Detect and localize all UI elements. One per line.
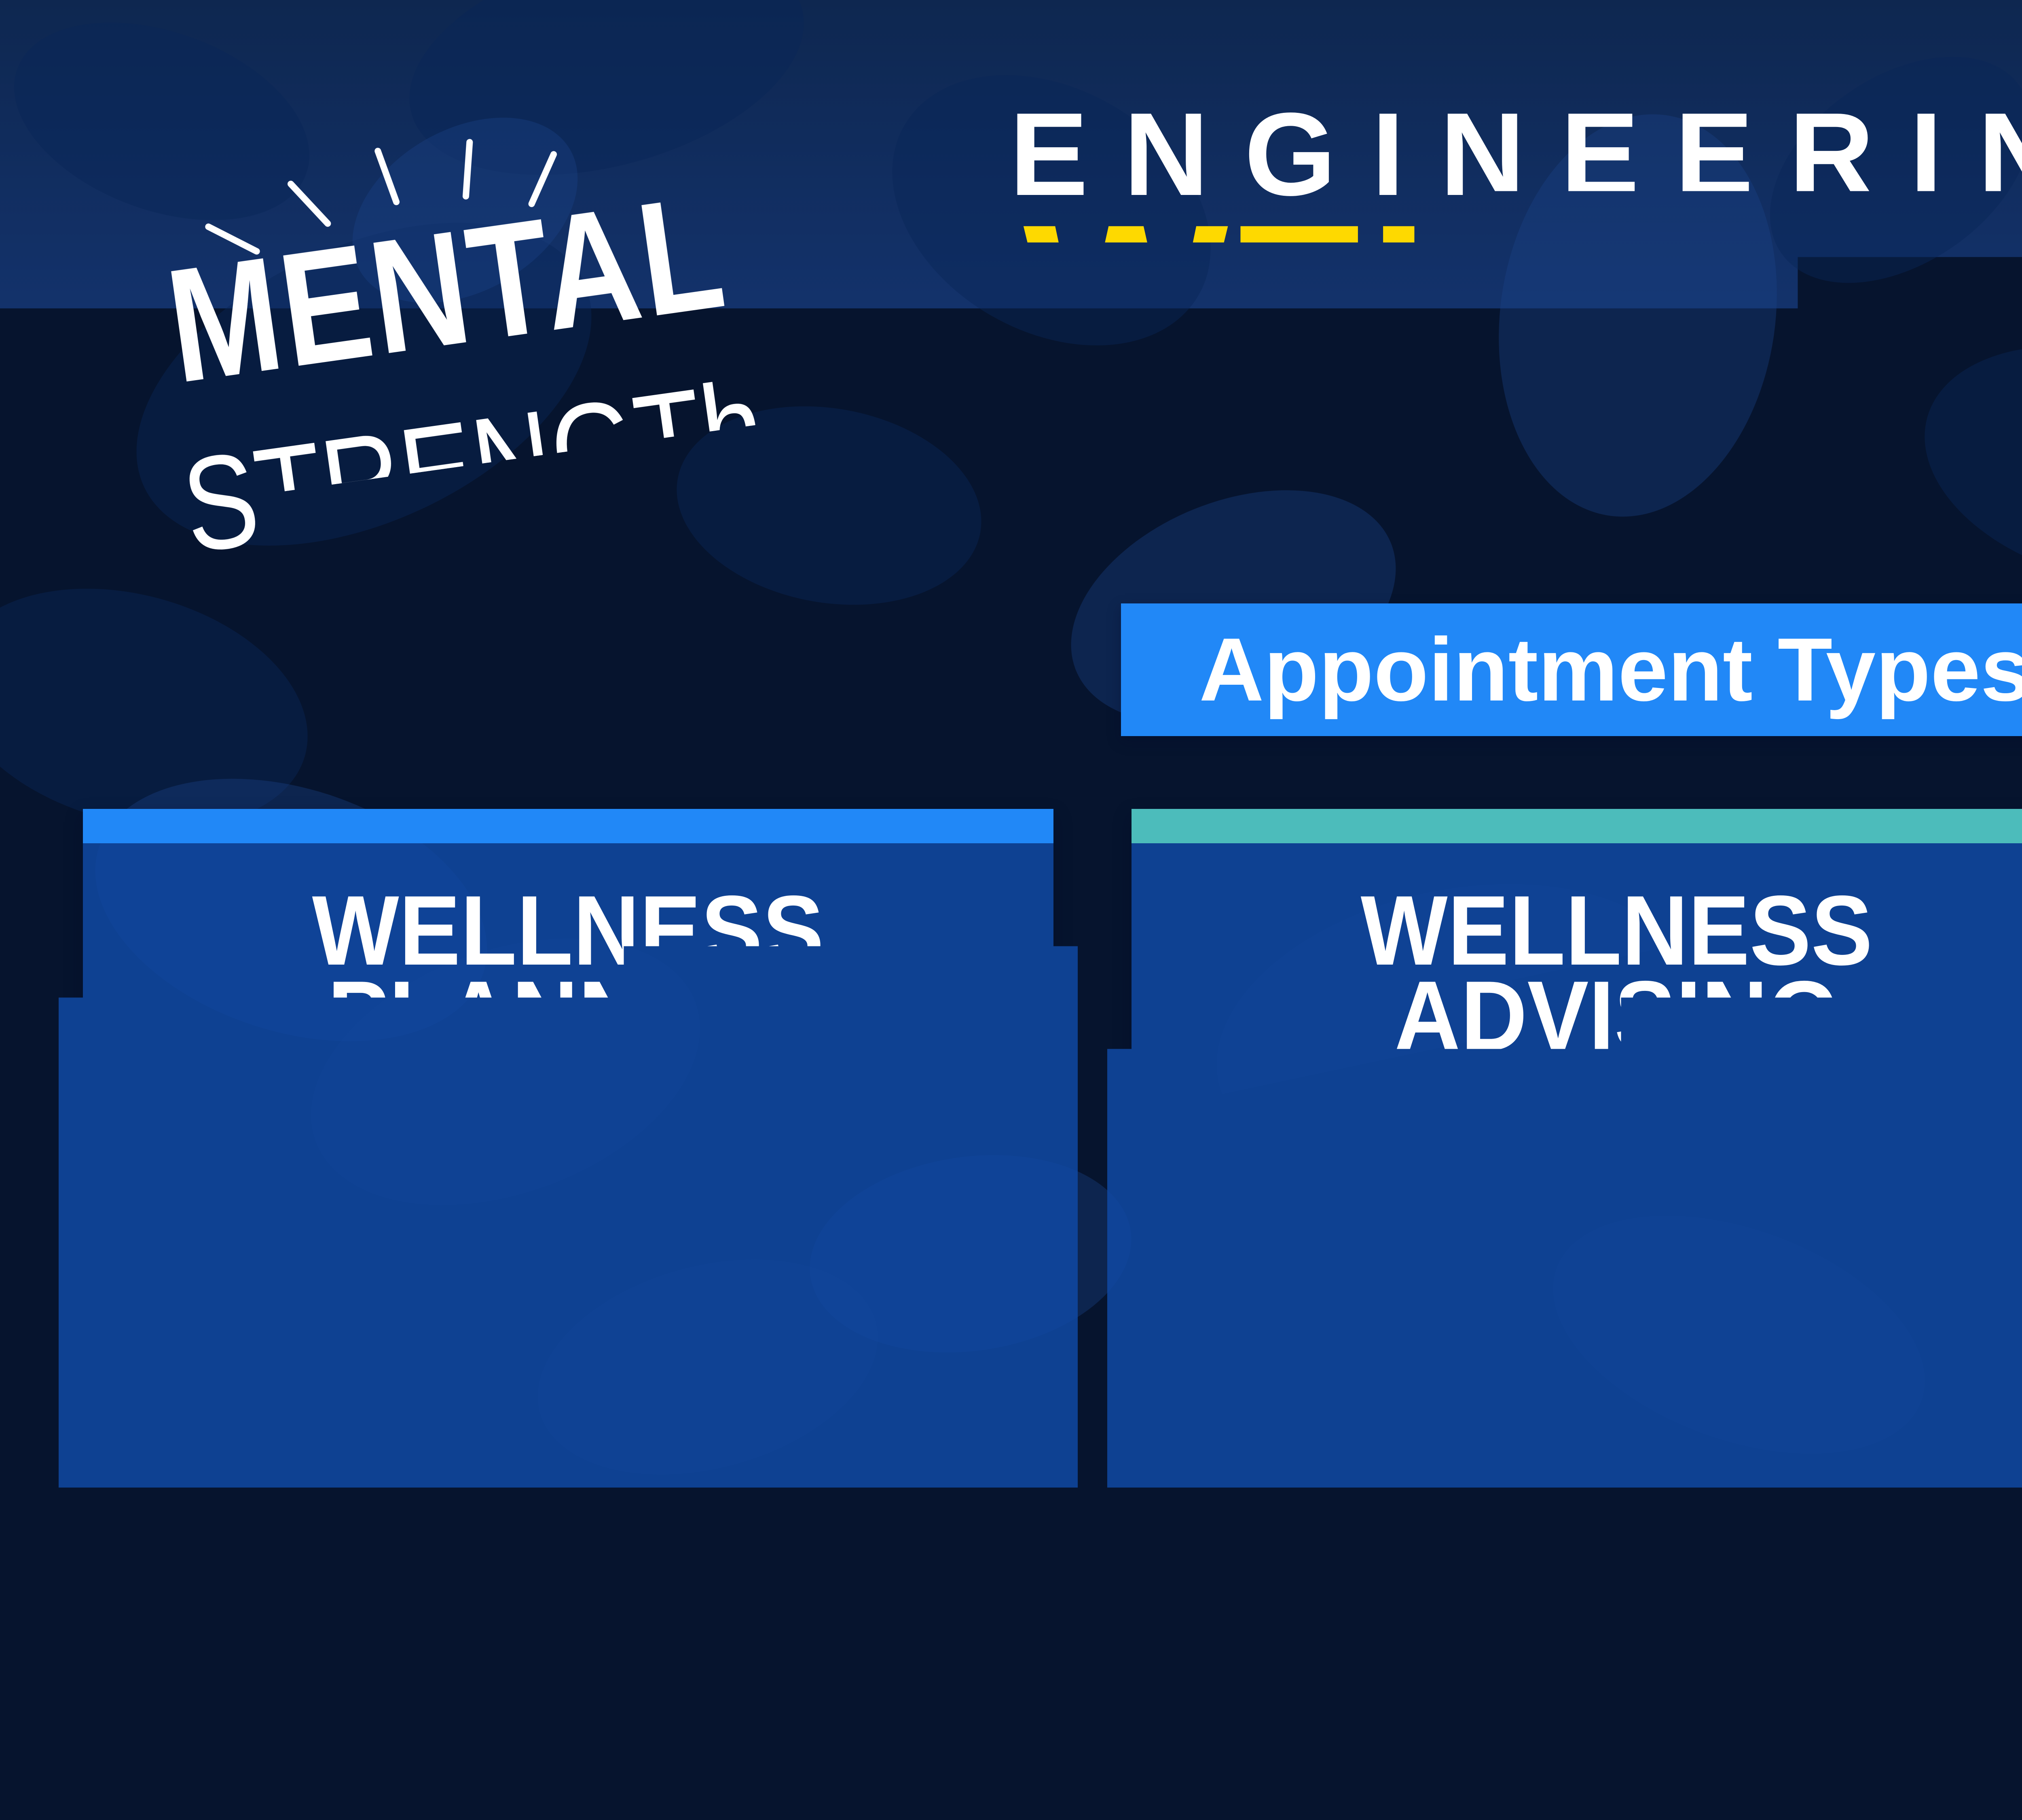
bullet-text: Various times available Mon., Tues., Thu… [1169, 1647, 2022, 1695]
card-accent-bar [1132, 1422, 2022, 1456]
logo-pigman: Pigman [408, 1537, 838, 1649]
underline-stroke [203, 576, 804, 667]
card-description: Open, flexible conversations centered on… [1180, 1228, 2022, 1346]
hours-bullet-times: Various times available Mon., Tues., Thu… [1129, 1647, 2022, 1695]
bullet-dot-icon [1129, 1754, 1144, 1773]
hours-bullet-location: 351 Ralph G. Anderson Building (RGAN) [1129, 1740, 2022, 1787]
card-accent-bar [83, 1422, 1053, 1456]
wellness-center-poster: MENTAL STRENGTh ENGINEERING WELLNESS CEN… [0, 0, 2022, 1820]
logo-college-of-engineering: College of Engineering [410, 1663, 893, 1711]
card-body: WELLNESS ADVISING (25 or 50 minutes) Ope… [1132, 843, 2022, 1422]
card-body: WELLNESS PLANNING (25 or 50 minutes) Str… [83, 843, 1053, 1422]
svg-text:K: K [272, 1612, 393, 1749]
hours-location-section: HOURS & LOCATION: Various times availabl… [1129, 1525, 2022, 1787]
appointment-types-label: Appointment Types [1199, 618, 2022, 722]
card-wellness-advising: WELLNESS ADVISING (25 or 50 minutes) Ope… [1132, 809, 2022, 1456]
card-title: WELLNESS ADVISING [1180, 888, 2022, 1058]
bullet-text: 351 Ralph G. Anderson Building (RGAN) [1169, 1740, 1921, 1787]
card-accent-bar [83, 809, 1053, 843]
card-accent-bar [1132, 809, 2022, 843]
card-duration: (25 or 50 minutes) [1180, 1088, 2022, 1159]
title-wellness: WELLNESS [0, 190, 2022, 419]
title-center: CENTER [0, 436, 2022, 538]
card-wellness-planning: WELLNESS PLANNING (25 or 50 minutes) Str… [83, 809, 1053, 1456]
card-description: Structured reflection on your current we… [131, 1228, 1005, 1406]
appointment-types-banner: Appointment Types [1121, 603, 2022, 736]
card-title: WELLNESS PLANNING [131, 888, 1005, 1058]
hours-location-heading: HOURS & LOCATION: [1129, 1525, 1978, 1608]
bullet-dot-icon [1129, 1662, 1144, 1680]
uk-logo: U U K K [220, 1555, 398, 1749]
card-duration: (25 or 50 minutes) [131, 1088, 1005, 1159]
